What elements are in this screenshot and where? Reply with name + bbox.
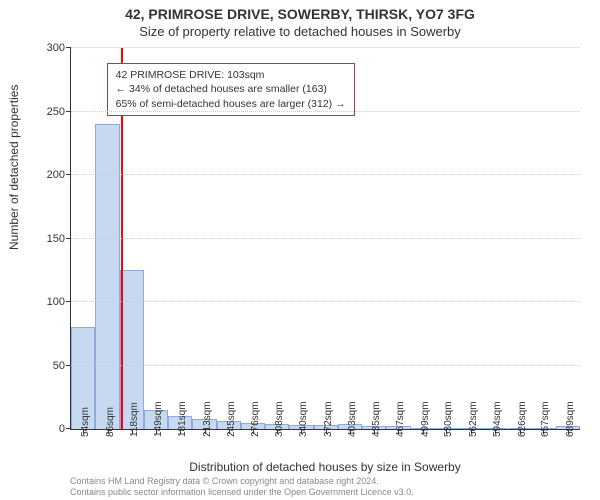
ytick-label: 200 <box>47 169 71 181</box>
xtick-label: 657sqm <box>540 401 551 437</box>
annotation-line3: 65% of semi-detached houses are larger (… <box>116 97 346 111</box>
xtick-label: 213sqm <box>202 401 213 437</box>
xtick-label: 276sqm <box>250 401 261 437</box>
xtick-label: 689sqm <box>565 401 576 437</box>
xtick-label: 308sqm <box>274 401 285 437</box>
xtick-label: 181sqm <box>177 401 188 437</box>
ytick-label: 300 <box>47 42 71 54</box>
annotation-line1: 42 PRIMROSE DRIVE: 103sqm <box>116 68 346 82</box>
xtick-label: 562sqm <box>468 401 479 437</box>
grid-line <box>71 365 580 366</box>
xtick-label: 594sqm <box>492 401 503 437</box>
annotation-line2: ← 34% of detached houses are smaller (16… <box>116 82 346 96</box>
xtick-label: 435sqm <box>371 401 382 437</box>
grid-line <box>71 111 580 112</box>
xtick-label: 372sqm <box>323 401 334 437</box>
plot-area: 42 PRIMROSE DRIVE: 103sqm ← 34% of detac… <box>70 48 580 430</box>
ytick-label: 150 <box>47 233 71 245</box>
xtick-label: 149sqm <box>153 401 164 437</box>
chart-title: 42, PRIMROSE DRIVE, SOWERBY, THIRSK, YO7… <box>0 6 600 22</box>
grid-line <box>71 301 580 302</box>
footer-line2: Contains public sector information licen… <box>70 487 580 498</box>
ytick-label: 50 <box>53 360 71 372</box>
x-axis-label: Distribution of detached houses by size … <box>70 460 580 474</box>
chart-container: 42, PRIMROSE DRIVE, SOWERBY, THIRSK, YO7… <box>0 0 600 500</box>
xtick-label: 403sqm <box>347 401 358 437</box>
xtick-label: 530sqm <box>443 401 454 437</box>
xtick-label: 340sqm <box>298 401 309 437</box>
xtick-label: 467sqm <box>395 401 406 437</box>
xtick-label: 626sqm <box>517 401 528 437</box>
chart-subtitle: Size of property relative to detached ho… <box>0 24 600 39</box>
grid-line <box>71 47 580 48</box>
footer: Contains HM Land Registry data © Crown c… <box>70 476 580 498</box>
grid-line <box>71 174 580 175</box>
xtick-label: 118sqm <box>129 402 140 437</box>
histogram-bar <box>95 124 119 429</box>
footer-line1: Contains HM Land Registry data © Crown c… <box>70 476 580 487</box>
xtick-label: 245sqm <box>226 401 237 437</box>
ytick-label: 100 <box>47 296 71 308</box>
ytick-label: 250 <box>47 106 71 118</box>
xtick-label: 499sqm <box>420 401 431 437</box>
ytick-label: 0 <box>59 423 71 435</box>
annotation-box: 42 PRIMROSE DRIVE: 103sqm ← 34% of detac… <box>107 63 355 116</box>
grid-line <box>71 238 580 239</box>
xtick-label: 54sqm <box>80 407 91 437</box>
xtick-label: 86sqm <box>105 407 116 437</box>
y-axis-label: Number of detached properties <box>7 85 21 250</box>
